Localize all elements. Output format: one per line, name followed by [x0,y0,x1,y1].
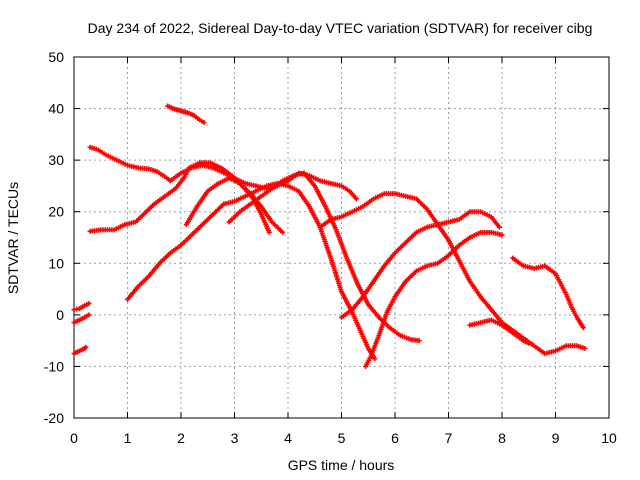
y-tick-label: 40 [48,101,64,117]
data-point [416,338,422,344]
data-point [280,229,286,235]
data-point [86,312,92,318]
x-tick-label: 0 [70,430,78,446]
series-arc-14 [71,312,92,326]
y-tick-label: 50 [48,49,64,65]
series-arc-9 [339,209,502,320]
data-point [86,301,92,307]
data-point [372,356,378,362]
y-tick-label: 0 [56,307,64,323]
series-arc-10 [363,229,505,369]
x-tick-label: 3 [231,430,239,446]
data-point [266,229,272,235]
y-tick-label: -20 [44,410,64,426]
series-arc-6 [183,175,286,235]
x-tick-label: 5 [338,430,346,446]
series-arc-11 [467,317,532,346]
x-tick-label: 4 [284,430,292,446]
x-tick-label: 8 [498,430,506,446]
x-axis-label: GPS time / hours [288,457,395,473]
series-arc-13 [71,301,92,313]
chart-title: Day 234 of 2022, Sidereal Day-to-day VTE… [88,20,593,36]
axis-ticks: 0 1 2 3 4 5 6 7 8 9 10 -20 -10 0 10 20 30 40 50 [44,49,617,446]
data-point [83,344,89,350]
x-tick-label: 10 [601,430,617,446]
data-point [582,345,588,351]
series-arc-7 [226,170,422,344]
y-tick-label: 10 [48,255,64,271]
y-tick-label: 30 [48,152,64,168]
data-point [353,196,359,202]
data-point [201,119,207,125]
series-arc-2 [87,144,173,184]
x-tick-label: 7 [445,430,453,446]
series-arc-4 [125,180,378,362]
x-tick-label: 1 [124,430,132,446]
series-arc-15 [71,344,89,357]
data-point [496,224,502,230]
series-arc-12 [510,255,586,331]
series-arc-3 [87,160,272,235]
data-point [499,232,505,238]
y-axis-label: SDTVAR / TECUs [5,182,21,294]
data-point [580,325,586,331]
y-tick-label: 20 [48,204,64,220]
x-tick-label: 2 [177,430,185,446]
series-arc-1 [165,103,207,125]
x-tick-label: 9 [552,430,560,446]
x-tick-label: 6 [391,430,399,446]
y-tick-label: -10 [44,358,64,374]
data-points [71,103,588,369]
data-point [526,340,532,346]
series-arc-8 [317,191,588,357]
